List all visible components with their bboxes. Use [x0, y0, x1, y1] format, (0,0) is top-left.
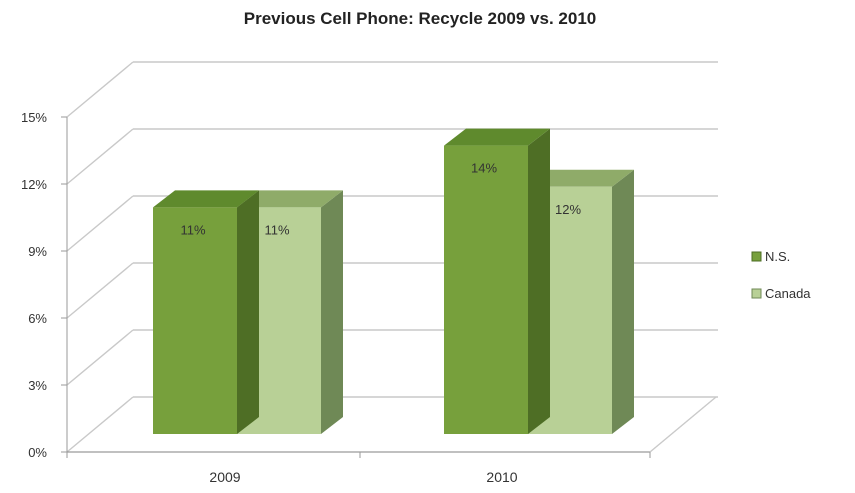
legend-swatch: [751, 251, 762, 262]
x-tick-label: 2010: [486, 469, 517, 485]
legend-swatch: [751, 288, 762, 299]
bar-top: [153, 190, 259, 208]
wall-gridline: [66, 128, 134, 185]
bar: [153, 190, 259, 434]
y-tick-label: 9%: [28, 244, 47, 259]
bar-top: [237, 190, 343, 208]
bar-front: [444, 145, 528, 434]
wall-gridline: [66, 61, 134, 118]
wall-gridline: [66, 329, 134, 386]
chart-title: Previous Cell Phone: Recycle 2009 vs. 20…: [244, 9, 596, 28]
legend: N.S. Canada: [751, 249, 811, 301]
bar-side: [321, 190, 343, 434]
wall-gridline: [66, 262, 134, 319]
y-tick-label: 12%: [21, 177, 47, 192]
y-tick-label: 0%: [28, 445, 47, 460]
data-label: 14%: [471, 161, 497, 176]
data-label: 11%: [264, 222, 289, 237]
y-tick-label: 6%: [28, 311, 47, 326]
legend-label: N.S.: [765, 249, 790, 264]
bar-top: [528, 169, 634, 187]
bar-side: [612, 169, 634, 435]
y-tick-label: 15%: [21, 110, 47, 125]
wall-gridline: [66, 396, 134, 453]
bars: [153, 128, 634, 435]
y-tick-label: 3%: [28, 378, 47, 393]
legend-label: Canada: [765, 286, 811, 301]
bar-top: [444, 128, 550, 146]
wall-gridline: [66, 195, 134, 252]
data-label: 12%: [555, 202, 581, 217]
axes: 0% 3% 6% 9% 12% 15% 2009 2010: [21, 110, 717, 485]
bar: [444, 128, 550, 434]
bar-side: [528, 128, 550, 434]
bar-side: [237, 190, 259, 434]
bar-front: [153, 207, 237, 434]
floor-edge: [649, 396, 717, 453]
data-labels: 11% 11% 12% 14%: [180, 161, 581, 238]
x-tick-label: 2009: [209, 469, 240, 485]
data-label: 11%: [180, 222, 205, 237]
